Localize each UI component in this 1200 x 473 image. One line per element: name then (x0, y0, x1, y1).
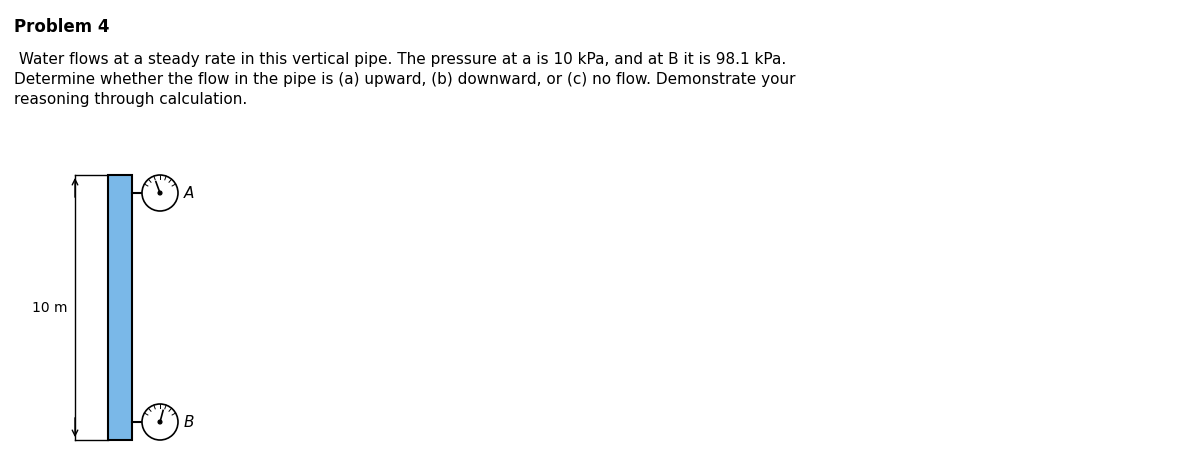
Text: 10 m: 10 m (31, 300, 67, 315)
Circle shape (158, 420, 162, 424)
Circle shape (158, 191, 162, 195)
Circle shape (142, 175, 178, 211)
Text: Determine whether the flow in the pipe is (a) upward, (b) downward, or (c) no fl: Determine whether the flow in the pipe i… (14, 72, 796, 87)
Bar (108, 175, 132, 440)
Text: reasoning through calculation.: reasoning through calculation. (14, 92, 247, 107)
Text: A: A (184, 185, 194, 201)
Circle shape (142, 404, 178, 440)
Text: Problem 4: Problem 4 (14, 18, 109, 36)
Text: Water flows at a steady rate in this vertical pipe. The pressure at a is 10 kPa,: Water flows at a steady rate in this ver… (14, 52, 786, 67)
Text: B: B (184, 414, 194, 429)
